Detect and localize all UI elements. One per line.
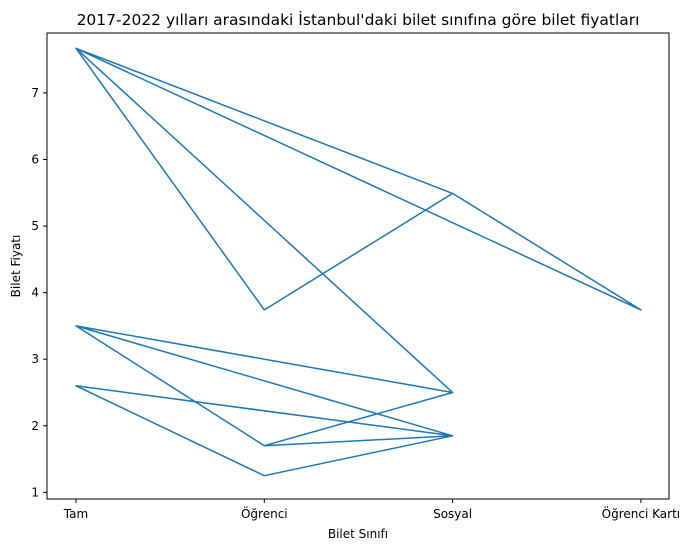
x-axis: Tam Öğrenci Sosyal Öğrenci Kartı: [63, 499, 680, 521]
x-tick-label: Tam: [63, 507, 88, 521]
y-tick-label: 7: [31, 86, 39, 100]
y-axis: 1 2 3 4 5 6 7: [31, 86, 47, 499]
y-tick-label: 1: [31, 485, 39, 499]
y-tick-label: 3: [31, 352, 39, 366]
chart-title: 2017-2022 yılları arasındaki İstanbul'da…: [77, 10, 640, 29]
y-tick-label: 2: [31, 419, 39, 433]
y-tick-label: 5: [31, 219, 39, 233]
x-tick-label: Sosyal: [433, 507, 472, 521]
y-tick-label: 6: [31, 152, 39, 166]
plot-frame: [46, 32, 670, 500]
x-axis-label: Bilet Sınıfı: [328, 527, 388, 541]
x-tick-label: Öğrenci: [241, 505, 288, 521]
y-tick-label: 4: [31, 286, 39, 300]
y-axis-label: Bilet Fiyatı: [9, 235, 23, 298]
series-group: [75, 47, 642, 477]
series-line: [75, 47, 642, 477]
x-tick-label: Öğrenci Kartı: [602, 505, 680, 521]
